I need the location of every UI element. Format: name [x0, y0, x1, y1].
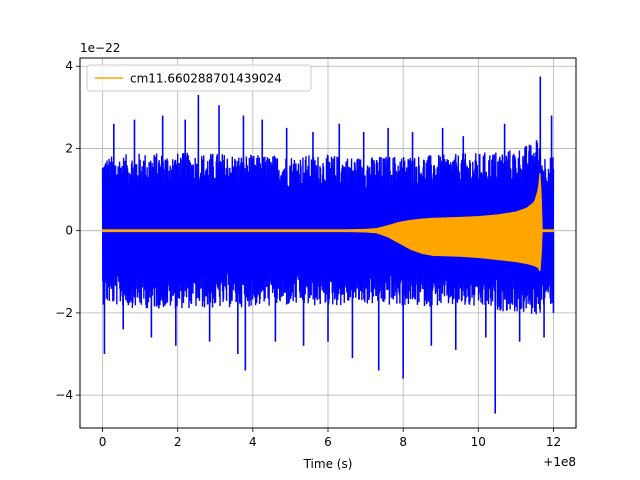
- x-tick-label: 2: [174, 435, 182, 449]
- series-signal: [101, 173, 555, 272]
- x-tick-label: 6: [324, 435, 332, 449]
- noise-line: [101, 142, 555, 315]
- legend-box: [86, 64, 312, 92]
- y-tick-label: 4: [65, 59, 73, 73]
- y-scale-label: 1e−22: [80, 41, 120, 55]
- x-tick-label: 10: [471, 435, 486, 449]
- x-tick-label: 12: [546, 435, 561, 449]
- x-offset-label: +1e8: [543, 455, 576, 469]
- y-tick-label: 0: [65, 224, 73, 238]
- series-noise: [101, 76, 555, 414]
- x-tick-label: 8: [399, 435, 407, 449]
- y-tick-label: 2: [65, 141, 73, 155]
- y-tick-label: −2: [55, 306, 73, 320]
- legend-label-signal: cm11.660288701439024: [130, 72, 282, 86]
- x-tick-label: 4: [249, 435, 257, 449]
- y-axis: −4 −2 0 2 4: [55, 59, 80, 402]
- legend: cm11.660288701439024: [86, 64, 312, 92]
- x-axis: 0 2 4 6 8 10 12: [99, 428, 561, 449]
- y-tick-label: −4: [55, 388, 73, 402]
- x-tick-label: 0: [99, 435, 107, 449]
- x-axis-label: Time (s): [303, 457, 353, 471]
